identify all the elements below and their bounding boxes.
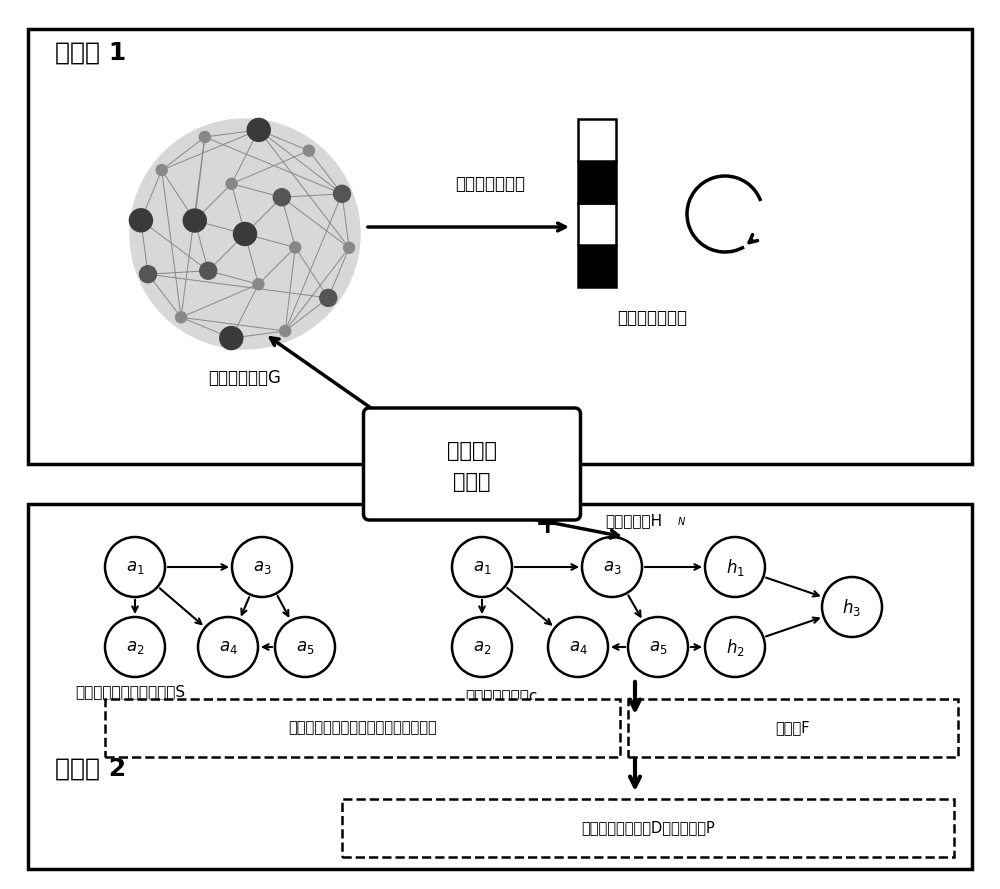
Text: 预测层F: 预测层F xyxy=(776,720,810,735)
Text: 患者初始临床诊疗数据集S: 患者初始临床诊疗数据集S xyxy=(75,684,185,699)
Text: 全科知识图谱G: 全科知识图谱G xyxy=(209,369,281,387)
Text: $a_{1}$: $a_{1}$ xyxy=(126,558,144,576)
Circle shape xyxy=(199,132,210,142)
Circle shape xyxy=(234,222,256,245)
Text: $a_{3}$: $a_{3}$ xyxy=(253,558,271,576)
Circle shape xyxy=(582,537,642,597)
Bar xyxy=(578,245,616,287)
Circle shape xyxy=(232,537,292,597)
Text: $h_{1}$: $h_{1}$ xyxy=(726,557,744,578)
Circle shape xyxy=(452,537,512,597)
Text: 捉模块: 捉模块 xyxy=(453,472,491,492)
Circle shape xyxy=(176,312,187,323)
Ellipse shape xyxy=(130,119,360,349)
Circle shape xyxy=(303,145,314,156)
Text: 子系统 1: 子系统 1 xyxy=(55,41,126,65)
Text: $a_{4}$: $a_{4}$ xyxy=(569,638,587,656)
Text: 注意力捕: 注意力捕 xyxy=(447,441,497,461)
Text: 诊疗过程患者疾病D和治疗方式P: 诊疗过程患者疾病D和治疗方式P xyxy=(581,821,715,836)
Bar xyxy=(28,29,972,464)
Text: 子系统 2: 子系统 2 xyxy=(55,757,126,781)
Bar xyxy=(628,699,958,757)
Text: 全局向量化表示: 全局向量化表示 xyxy=(617,309,687,327)
Circle shape xyxy=(280,325,291,337)
Circle shape xyxy=(822,577,882,637)
Text: $_{N}$: $_{N}$ xyxy=(677,514,686,528)
Text: +: + xyxy=(535,509,561,539)
Text: $h_{3}$: $h_{3}$ xyxy=(842,597,862,618)
Text: $a_{2}$: $a_{2}$ xyxy=(473,638,491,656)
Circle shape xyxy=(247,118,270,141)
Circle shape xyxy=(183,209,206,232)
Circle shape xyxy=(705,537,765,597)
Text: $h_{2}$: $h_{2}$ xyxy=(726,637,744,658)
Circle shape xyxy=(273,188,290,205)
Circle shape xyxy=(105,617,165,677)
Circle shape xyxy=(129,209,152,232)
Circle shape xyxy=(200,262,217,279)
Circle shape xyxy=(139,266,156,283)
Circle shape xyxy=(344,242,355,253)
Circle shape xyxy=(452,617,512,677)
Bar xyxy=(578,203,616,245)
Bar xyxy=(342,799,954,857)
Text: $a_{5}$: $a_{5}$ xyxy=(296,638,314,656)
Circle shape xyxy=(320,290,337,307)
Bar xyxy=(578,161,616,203)
Circle shape xyxy=(105,537,165,597)
Circle shape xyxy=(226,179,237,189)
Bar xyxy=(105,699,620,757)
Circle shape xyxy=(705,617,765,677)
Circle shape xyxy=(628,617,688,677)
Circle shape xyxy=(156,164,167,176)
Text: $a_{5}$: $a_{5}$ xyxy=(649,638,667,656)
Text: 个性化认知图谱ς: 个性化认知图谱ς xyxy=(465,689,538,704)
Text: $a_{4}$: $a_{4}$ xyxy=(219,638,237,656)
Text: $a_{1}$: $a_{1}$ xyxy=(473,558,491,576)
Text: 变体图神经网络: 变体图神经网络 xyxy=(455,175,525,193)
Circle shape xyxy=(198,617,258,677)
FancyBboxPatch shape xyxy=(364,408,580,520)
Circle shape xyxy=(548,617,608,677)
Text: 推理节点集H: 推理节点集H xyxy=(605,514,662,528)
Text: $a_{3}$: $a_{3}$ xyxy=(603,558,621,576)
Circle shape xyxy=(275,617,335,677)
Circle shape xyxy=(334,185,351,203)
Circle shape xyxy=(220,326,243,349)
Text: 变体图神经网络认知图谱节点状态更新: 变体图神经网络认知图谱节点状态更新 xyxy=(288,720,437,735)
Bar xyxy=(28,504,972,869)
Text: $a_{2}$: $a_{2}$ xyxy=(126,638,144,656)
Bar xyxy=(578,119,616,161)
Circle shape xyxy=(253,279,264,290)
Circle shape xyxy=(290,242,301,253)
